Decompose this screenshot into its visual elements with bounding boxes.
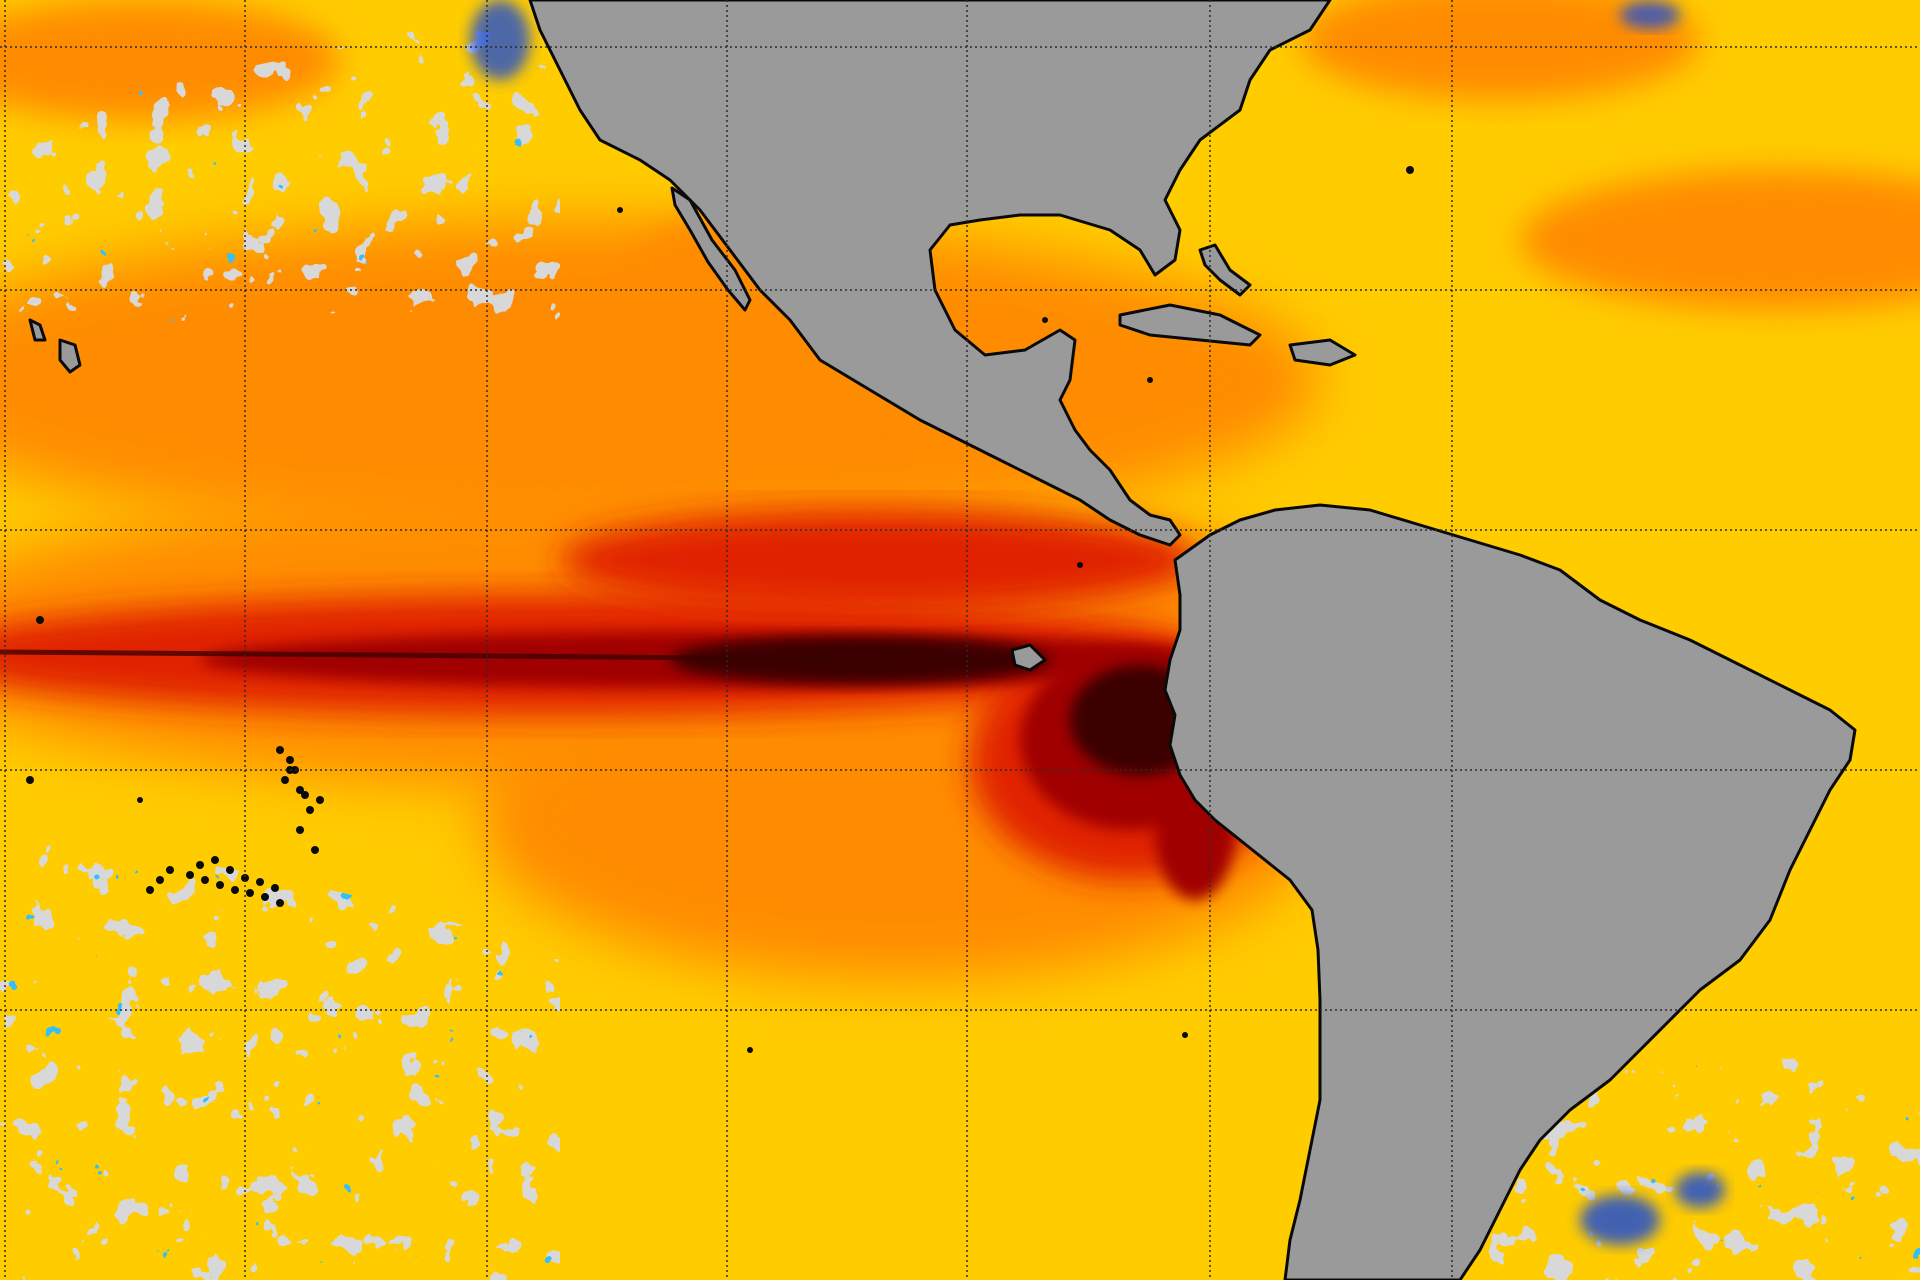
island-dot bbox=[311, 846, 319, 854]
island-dot bbox=[276, 746, 284, 754]
island-dot bbox=[166, 866, 174, 874]
island-dot bbox=[36, 616, 44, 624]
island-dot bbox=[201, 876, 209, 884]
cold-spot-n bbox=[470, 0, 530, 80]
baja-california bbox=[670, 186, 752, 312]
island-dot bbox=[26, 776, 34, 784]
red-band-upper bbox=[560, 510, 1200, 610]
island-dot bbox=[306, 806, 314, 814]
island-dot bbox=[271, 884, 279, 892]
galapagos bbox=[1010, 643, 1047, 672]
island-dot bbox=[226, 866, 234, 874]
island-dot bbox=[246, 889, 254, 897]
cold-spot-se-1 bbox=[1580, 1195, 1660, 1245]
island-dot bbox=[296, 826, 304, 834]
island-dot bbox=[1182, 1032, 1188, 1038]
island-dot bbox=[296, 786, 304, 794]
thin-equator-line bbox=[0, 649, 901, 663]
cold-spot-atlantic bbox=[1620, 1, 1680, 29]
land-masses bbox=[528, 0, 1857, 1280]
island-dot bbox=[216, 881, 224, 889]
islands bbox=[26, 166, 1414, 1053]
island-dot bbox=[146, 886, 154, 894]
island-dot bbox=[301, 791, 309, 799]
hawaii-island-2 bbox=[58, 338, 82, 374]
orange-atlantic-north bbox=[1300, 0, 1700, 100]
hawaii-island bbox=[28, 318, 47, 342]
island-dot bbox=[1042, 317, 1048, 323]
island-dot bbox=[261, 893, 269, 901]
island-dot bbox=[137, 797, 143, 803]
hispaniola bbox=[1288, 338, 1357, 367]
island-dot bbox=[1147, 377, 1153, 383]
island-dot bbox=[1077, 562, 1083, 568]
island-dot bbox=[186, 871, 194, 879]
island-dot bbox=[617, 207, 623, 213]
cuba bbox=[1118, 303, 1262, 347]
island-dot bbox=[156, 876, 164, 884]
orange-atlantic-band bbox=[1520, 170, 1920, 310]
island-dot bbox=[1406, 166, 1414, 174]
island-dot bbox=[316, 796, 324, 804]
island-dot bbox=[196, 861, 204, 869]
cold-spot-se-2 bbox=[1675, 1172, 1725, 1208]
south-america bbox=[1163, 503, 1857, 1280]
island-dot bbox=[256, 878, 264, 886]
island-dot bbox=[231, 886, 239, 894]
island-dot bbox=[241, 874, 249, 882]
island-dot bbox=[211, 856, 219, 864]
island-dot bbox=[747, 1047, 753, 1053]
island-dot bbox=[276, 899, 284, 907]
island-dot bbox=[286, 756, 294, 764]
polynesia-island-chain bbox=[146, 746, 319, 907]
island-dot bbox=[281, 776, 289, 784]
